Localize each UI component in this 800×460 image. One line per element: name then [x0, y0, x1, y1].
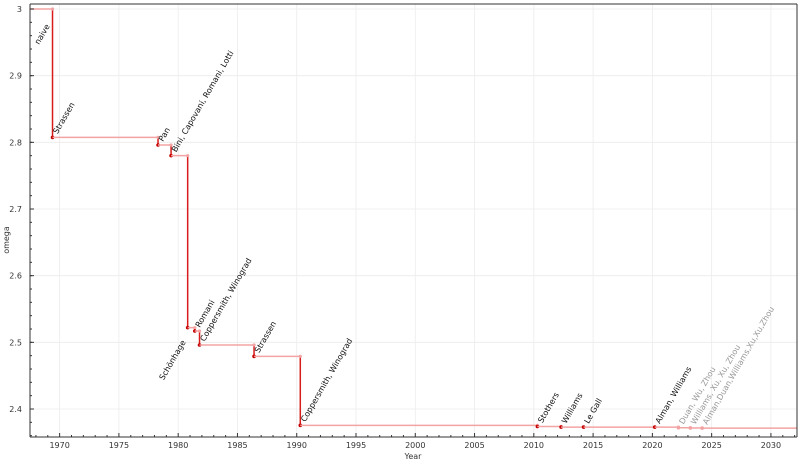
step-marker [156, 135, 160, 139]
x-tick-label: 2005 [464, 441, 484, 450]
x-tick-label: 2030 [761, 441, 781, 450]
point-label: Coppersmith, Winograd [299, 337, 354, 423]
y-tick-label: 2.9 [9, 72, 22, 81]
point-label: Stothers [536, 391, 561, 425]
point-label: Strassen [51, 101, 76, 136]
step-marker [197, 329, 202, 333]
grid [30, 4, 797, 437]
x-tick-label: 2025 [701, 441, 721, 450]
x-tick-label: 2000 [405, 441, 425, 450]
point-label: Williams [560, 392, 585, 426]
y-tick-label: 2.6 [9, 272, 22, 281]
step-marker [50, 7, 55, 11]
step-marker [193, 326, 197, 330]
point-label: Pan [157, 126, 172, 143]
step-marker [298, 354, 302, 358]
x-tick-label: 1970 [49, 441, 69, 450]
step-marker [186, 154, 190, 158]
y-tick-label: 2.5 [9, 338, 22, 347]
x-tick-label: 2010 [524, 441, 544, 450]
step-marker [169, 143, 173, 147]
x-tick-label: 1975 [109, 441, 129, 450]
y-tick-label: 2.7 [9, 205, 22, 214]
x-tick-label: 2015 [583, 441, 603, 450]
y-tick-label: 2.4 [9, 405, 22, 414]
axes: 1970 1975 1980 1985 1990 1995 2000 2005 2010 2015… [9, 3, 798, 450]
x-tick-label: 1995 [346, 441, 366, 450]
y-tick-label: 3 [17, 5, 22, 14]
y-tick-label: 2.8 [9, 138, 22, 147]
y-axis-label: omega [2, 226, 11, 254]
x-axis-label: Year [404, 452, 423, 460]
label-naive: naive [33, 23, 52, 46]
point-label: Schönhage [158, 339, 188, 382]
point-label: Alman,Duan,Williams,Xu,Xu,Zhou [701, 305, 776, 426]
x-tick-label: 1990 [287, 441, 307, 450]
x-tick-label: 1980 [168, 441, 188, 450]
x-tick-label: 2020 [642, 441, 662, 450]
step-marker [252, 343, 256, 347]
point-label: Strassen [253, 320, 278, 355]
point-label: Coppersmith, Winograd [198, 257, 253, 343]
x-tick-label: 1985 [227, 441, 247, 450]
point-label: Bini, Capovani, Romani, Lotti [170, 49, 236, 153]
